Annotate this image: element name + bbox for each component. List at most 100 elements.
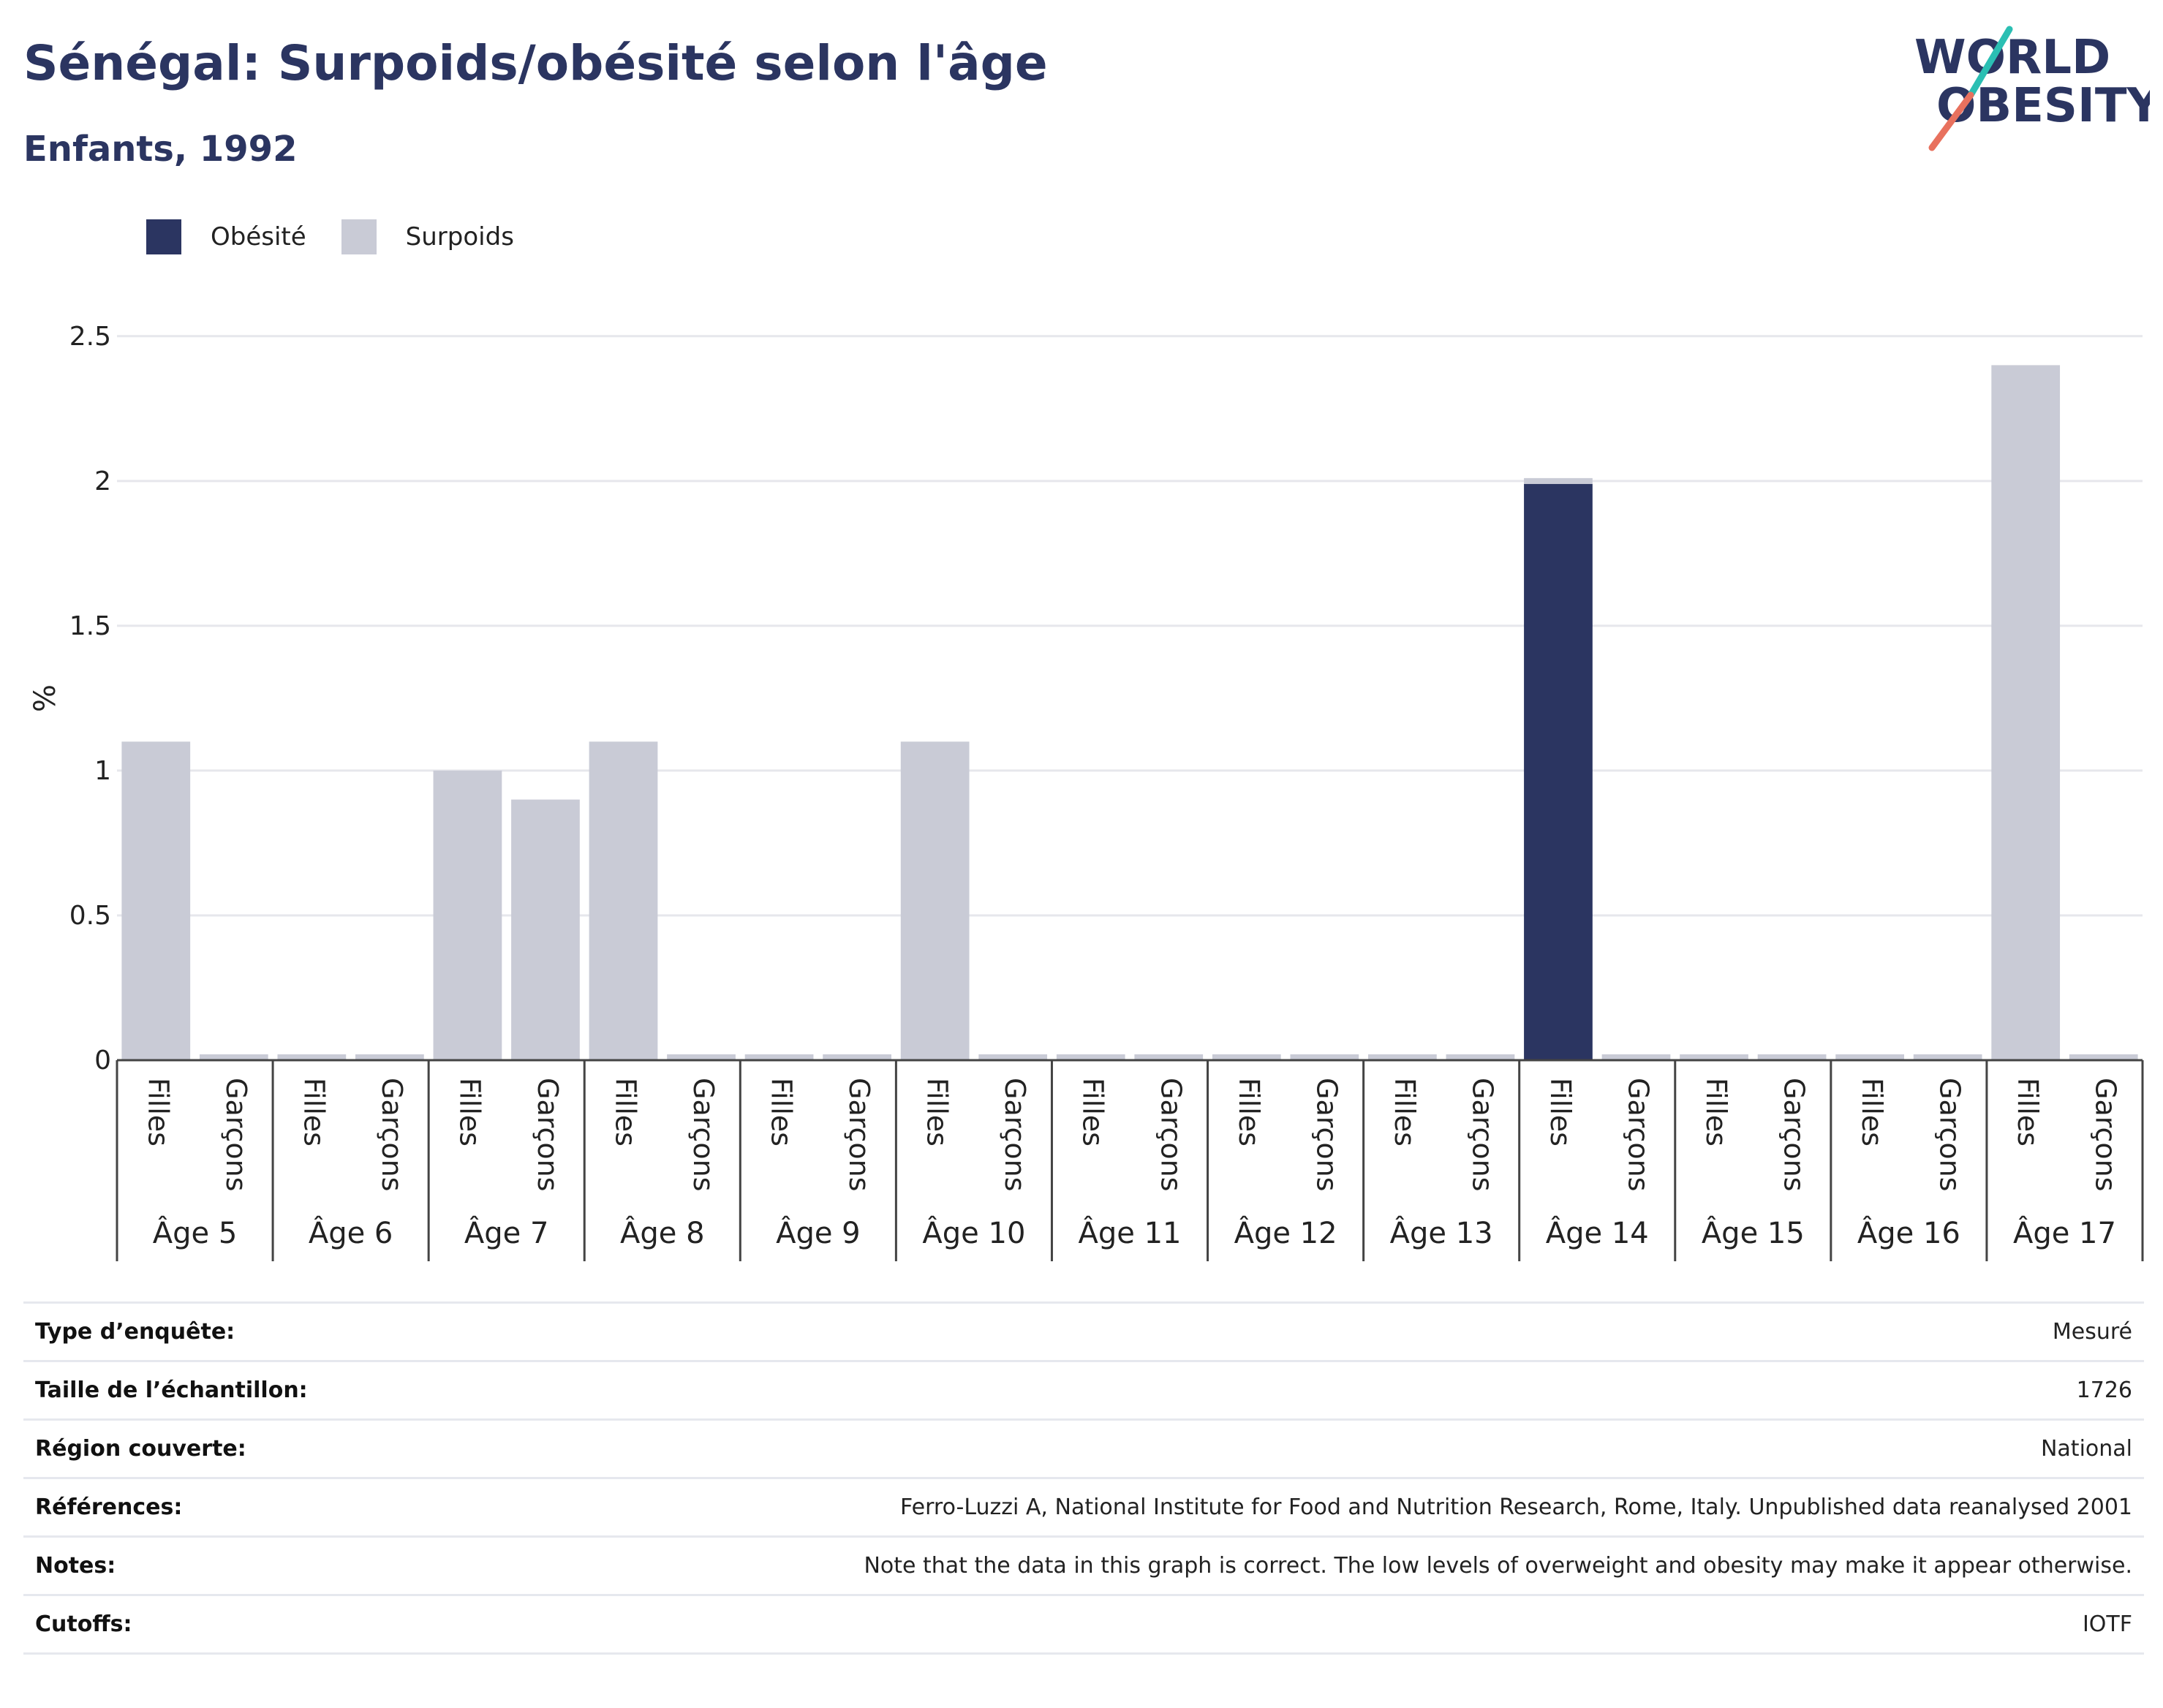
info-label: Cutoffs: — [35, 1611, 132, 1637]
legend-label-overweight: Surpoids — [405, 222, 514, 252]
x-group-label: Âge 6 — [309, 1215, 393, 1250]
bar-zero — [277, 1054, 347, 1060]
x-group-label: Âge 9 — [776, 1215, 861, 1250]
bar-zero — [823, 1054, 891, 1060]
y-tick-label: 2.5 — [69, 322, 111, 352]
info-value: Note that the data in this graph is corr… — [864, 1553, 2132, 1579]
legend-label-obesity: Obésité — [211, 222, 306, 252]
x-subcategory-label: Garçons — [687, 1078, 720, 1192]
bar-zero — [1835, 1054, 1904, 1060]
x-group-label: Âge 15 — [1702, 1215, 1805, 1250]
x-subcategory-label: Garçons — [532, 1078, 564, 1192]
bar-zero — [744, 1054, 814, 1060]
y-axis-label: % — [29, 684, 62, 712]
bar-zero — [1290, 1054, 1359, 1060]
x-subcategory-label: Garçons — [1155, 1078, 1187, 1192]
x-group-label: Âge 17 — [2013, 1215, 2116, 1250]
x-subcategory-label: Garçons — [1623, 1078, 1655, 1192]
x-group-label: Âge 8 — [620, 1215, 705, 1250]
bar-zero — [199, 1054, 268, 1060]
info-label: Région couverte: — [35, 1436, 246, 1462]
y-tick-label: 0 — [94, 1046, 111, 1076]
bar-zero — [1757, 1054, 1827, 1060]
bar-zero — [1601, 1054, 1671, 1060]
bar-zero — [1212, 1054, 1281, 1060]
info-row-region: Région couverte: National — [23, 1421, 2144, 1479]
legend-swatch-overweight — [341, 219, 377, 254]
x-subcategory-label: Filles — [1544, 1078, 1577, 1146]
x-subcategory-label: Garçons — [220, 1078, 252, 1192]
x-subcategory-label: Filles — [298, 1078, 330, 1146]
x-subcategory-label: Filles — [1856, 1078, 1888, 1146]
x-group-label: Âge 11 — [1079, 1215, 1182, 1250]
bar-overweight — [1524, 477, 1593, 484]
info-label: Type d’enquête: — [35, 1319, 235, 1345]
info-label: Références: — [35, 1494, 183, 1520]
bar-overweight — [433, 770, 502, 1060]
info-value: Ferro-Luzzi A, National Institute for Fo… — [900, 1494, 2132, 1520]
x-subcategory-label: Filles — [142, 1078, 174, 1146]
svg-text:OBESITY: OBESITY — [1936, 79, 2150, 133]
x-subcategory-label: Garçons — [843, 1078, 875, 1192]
info-value: IOTF — [2082, 1611, 2132, 1637]
bar-overweight — [589, 741, 658, 1060]
info-value: Mesuré — [2052, 1319, 2132, 1345]
x-group-label: Âge 13 — [1390, 1215, 1493, 1250]
bar-overweight — [900, 741, 970, 1060]
y-tick-label: 0.5 — [69, 901, 111, 931]
legend-item-overweight[interactable]: Surpoids — [341, 219, 514, 254]
x-subcategory-label: Garçons — [999, 1078, 1031, 1192]
x-group-label: Âge 12 — [1234, 1215, 1337, 1250]
info-label: Taille de l’échantillon: — [35, 1378, 308, 1403]
bar-zero — [1368, 1054, 1437, 1060]
bar-zero — [1446, 1054, 1515, 1060]
x-subcategory-label: Filles — [1389, 1078, 1421, 1146]
x-subcategory-label: Garçons — [2090, 1078, 2122, 1192]
x-subcategory-label: Filles — [1700, 1078, 1732, 1146]
info-row-cutoffs: Cutoffs: IOTF — [23, 1596, 2144, 1655]
legend-item-obesity[interactable]: Obésité — [146, 219, 306, 254]
info-row-notes: Notes: Note that the data in this graph … — [23, 1538, 2144, 1596]
x-group-label: Âge 10 — [922, 1215, 1025, 1250]
bar-zero — [978, 1054, 1048, 1060]
bar-zero — [1913, 1054, 1982, 1060]
bar-overweight — [511, 799, 580, 1060]
x-group-label: Âge 5 — [153, 1215, 238, 1250]
world-obesity-logo: WORLD OBESITY — [1901, 22, 2161, 156]
y-tick-label: 1.5 — [69, 611, 111, 641]
x-subcategory-label: Filles — [2012, 1078, 2044, 1146]
bar-zero — [355, 1054, 424, 1060]
x-subcategory-label: Garçons — [1466, 1078, 1498, 1192]
info-row-sample-size: Taille de l’échantillon: 1726 — [23, 1362, 2144, 1421]
info-row-survey-type: Type d’enquête: Mesuré — [23, 1304, 2144, 1362]
y-tick-label: 1 — [94, 756, 111, 786]
info-row-references: Références: Ferro-Luzzi A, National Inst… — [23, 1479, 2144, 1538]
y-tick-label: 2 — [94, 466, 111, 496]
x-subcategory-label: Garçons — [1934, 1078, 1966, 1192]
x-subcategory-label: Filles — [921, 1078, 954, 1146]
bar-obesity — [1524, 483, 1593, 1060]
chart-subtitle: Enfants, 1992 — [23, 129, 298, 170]
info-table: Type d’enquête: Mesuré Taille de l’échan… — [23, 1301, 2144, 1655]
bar-zero — [1680, 1054, 1748, 1060]
bar-zero — [2069, 1054, 2138, 1060]
legend-swatch-obesity — [146, 219, 181, 254]
x-group-label: Âge 7 — [464, 1215, 549, 1250]
bar-overweight — [1991, 365, 2061, 1061]
x-subcategory-label: Filles — [453, 1078, 486, 1146]
x-group-label: Âge 14 — [1546, 1215, 1649, 1250]
bar-overweight — [121, 741, 191, 1060]
bar-chart: 0 0.5 1 1.5 2 2.5% Filles Garçons Âge 5 Filles Gar… — [0, 278, 2163, 1282]
bar-zero — [1056, 1054, 1125, 1060]
x-subcategory-label: Filles — [610, 1078, 642, 1146]
chart-title: Sénégal: Surpoids/obésité selon l'âge — [23, 35, 1048, 91]
x-subcategory-label: Filles — [1233, 1078, 1265, 1146]
chart-legend: Obésité Surpoids — [146, 216, 549, 257]
svg-text:WORLD: WORLD — [1914, 31, 2110, 85]
chart-svg: 0 0.5 1 1.5 2 2.5% Filles Garçons Âge 5 Filles Gar… — [29, 322, 2144, 1261]
info-value: National — [2040, 1436, 2132, 1462]
x-subcategory-label: Garçons — [1310, 1078, 1343, 1192]
x-subcategory-label: Filles — [766, 1078, 798, 1146]
x-subcategory-label: Filles — [1077, 1078, 1109, 1146]
x-group-label: Âge 16 — [1857, 1215, 1960, 1250]
